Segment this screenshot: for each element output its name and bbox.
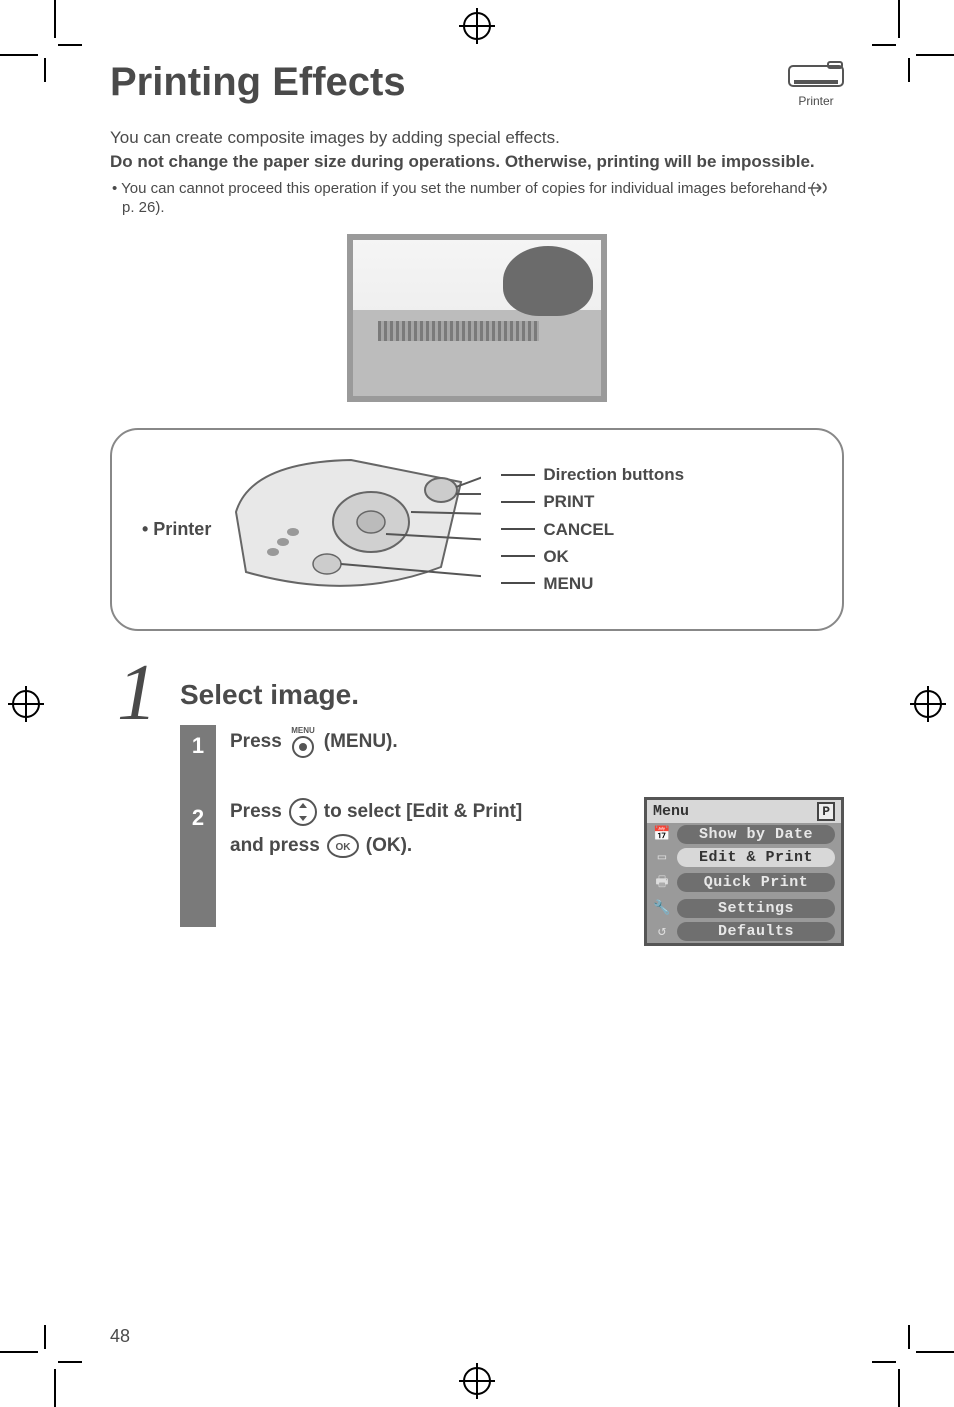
registration-mark-right	[914, 690, 942, 718]
registration-mark-top	[463, 12, 491, 40]
substep-2-text-line2: and press OK (OK).	[230, 833, 522, 859]
label-direction-buttons: Direction buttons	[543, 461, 684, 488]
label-ok: OK	[543, 543, 569, 570]
menu-item: 📅 Show by Date	[647, 823, 841, 846]
menu-item: 🖶 Quick Print	[647, 869, 841, 897]
bullet-note: • You can cannot proceed this operation …	[110, 180, 844, 216]
intro-bold: Do not change the paper size during oper…	[110, 150, 844, 174]
sample-photo	[347, 234, 607, 402]
svg-text:OK: OK	[335, 842, 351, 853]
step-1: 1 Select image. 1 2 Press MENU	[110, 661, 844, 927]
cropmark-tl	[0, 0, 60, 60]
cropmark-tr	[894, 0, 954, 60]
menu-screen: Menu P 📅 Show by Date ▭ Edit & Print 🖶 Quick …	[644, 797, 844, 946]
menu-item-icon: ▭	[653, 849, 671, 866]
menu-button-icon: MENU	[288, 725, 318, 759]
step-title: Select image.	[180, 679, 844, 711]
substep-number-2: 2	[180, 797, 216, 927]
page-content: Printing Effects Printer You can create …	[110, 60, 844, 1347]
menu-item-icon: 📅	[653, 826, 671, 843]
button-labels: Direction buttons PRINT CANCEL OK MENU	[501, 461, 684, 597]
controls-diagram: • Printer Direction buttons PRINT CA	[110, 428, 844, 631]
substep-1-text: Press MENU (MENU).	[230, 725, 844, 759]
reference-hand-icon	[817, 181, 829, 199]
menu-item: ▭ Edit & Print	[647, 846, 841, 869]
menu-item-label: Defaults	[677, 922, 835, 941]
svg-text:MENU: MENU	[291, 726, 315, 735]
page-title: Printing Effects	[110, 60, 406, 105]
label-cancel: CANCEL	[543, 516, 614, 543]
intro-line1: You can create composite images by addin…	[110, 126, 844, 150]
printer-drawing	[231, 452, 481, 607]
substep-2-text-line1: Press to select [Edit & Print]	[230, 797, 522, 827]
menu-item: 🔧 Settings	[647, 897, 841, 920]
menu-item-label: Settings	[677, 899, 835, 918]
label-print: PRINT	[543, 488, 594, 515]
menu-item-label: Show by Date	[677, 825, 835, 844]
controls-printer-label: • Printer	[142, 519, 211, 540]
intro-text: You can create composite images by addin…	[110, 126, 844, 174]
page-number: 48	[110, 1326, 130, 1347]
registration-mark-left	[12, 690, 40, 718]
menu-item-icon: 🖶	[653, 871, 671, 895]
menu-item-label: Edit & Print	[677, 848, 835, 867]
menu-p-badge: P	[817, 802, 835, 821]
ok-button-icon: OK	[326, 833, 360, 859]
menu-item: ↺ Defaults	[647, 920, 841, 943]
printer-icon-label: Printer	[798, 94, 833, 108]
step-number: 1	[110, 661, 164, 927]
printer-device-icon: Printer	[788, 60, 844, 108]
menu-item-label: Quick Print	[677, 873, 835, 892]
menu-header: Menu	[653, 803, 689, 820]
menu-item-icon: 🔧	[653, 900, 671, 917]
updown-button-icon	[288, 797, 318, 827]
registration-mark-bottom	[463, 1367, 491, 1395]
cropmark-br	[894, 1347, 954, 1407]
label-menu: MENU	[543, 570, 593, 597]
cropmark-bl	[0, 1347, 60, 1407]
menu-item-icon: ↺	[653, 923, 671, 940]
substep-number-1: 1	[180, 725, 216, 797]
